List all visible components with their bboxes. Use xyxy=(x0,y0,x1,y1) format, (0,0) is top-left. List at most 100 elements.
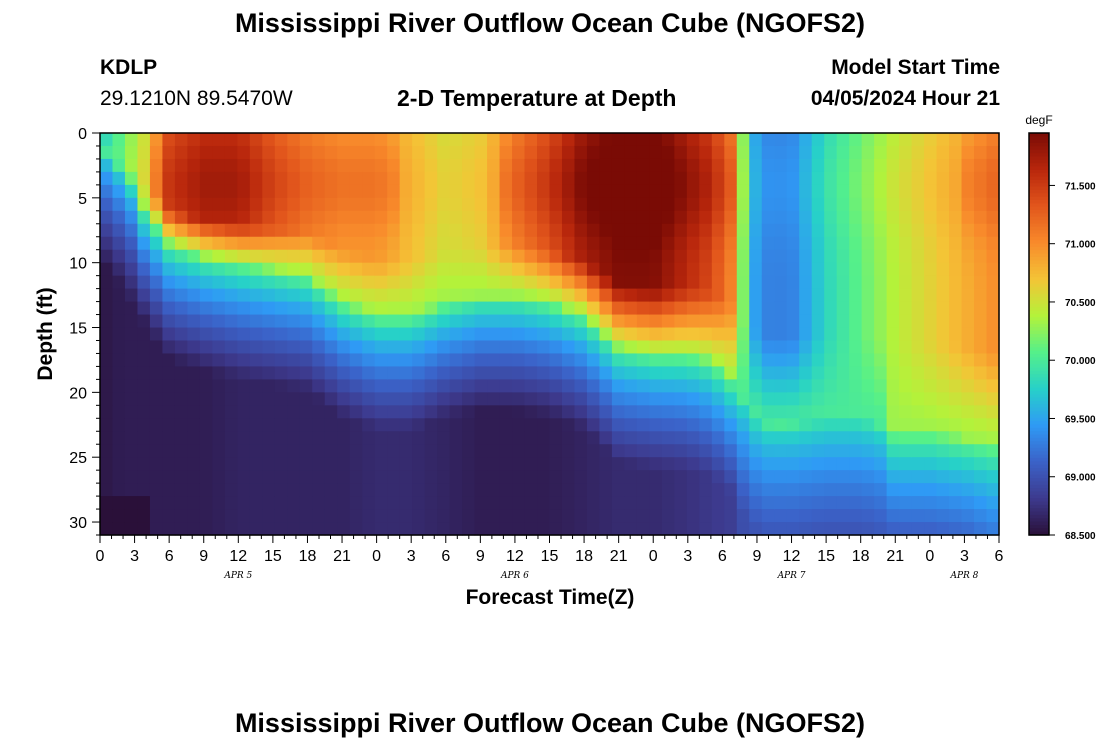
heatmap-cell xyxy=(499,275,513,290)
heatmap-cell xyxy=(549,379,563,393)
heatmap-cell xyxy=(549,236,563,251)
heatmap-cell xyxy=(512,366,526,380)
heatmap-cell xyxy=(886,496,900,510)
heatmap-cell xyxy=(949,327,963,342)
heatmap-cell xyxy=(462,171,476,186)
heatmap-cell xyxy=(986,327,1000,342)
heatmap-cell xyxy=(899,223,913,238)
heatmap-cell xyxy=(224,509,238,523)
heatmap-cell xyxy=(824,314,838,329)
heatmap-cell xyxy=(886,171,900,186)
heatmap-cell xyxy=(287,210,301,225)
heatmap-cell xyxy=(449,133,463,147)
heatmap-cell xyxy=(412,275,426,290)
heatmap-cell xyxy=(187,366,201,380)
heatmap-cell xyxy=(849,314,863,329)
heatmap-cell xyxy=(474,418,488,432)
heatmap-cell xyxy=(474,509,488,523)
heatmap-cell xyxy=(100,366,114,380)
heatmap-cell xyxy=(599,210,613,225)
x-tick-label: 18 xyxy=(852,548,870,565)
heatmap-cell xyxy=(624,522,638,536)
heatmap-cell xyxy=(287,470,301,484)
heatmap-cell xyxy=(474,171,488,186)
heatmap-cell xyxy=(474,133,488,147)
heatmap-cell xyxy=(337,496,351,510)
heatmap-cell xyxy=(274,405,288,419)
heatmap-cell xyxy=(387,171,401,186)
heatmap-cell xyxy=(599,509,613,523)
colorbar-tick-label: 71.000 xyxy=(1065,240,1096,251)
heatmap-cell xyxy=(724,314,738,329)
heatmap-cell xyxy=(324,301,338,316)
heatmap-cell xyxy=(661,210,675,225)
heatmap-cell xyxy=(224,340,238,355)
heatmap-cell xyxy=(624,171,638,186)
heatmap-cell xyxy=(487,392,501,406)
heatmap-cell xyxy=(749,496,763,510)
heatmap-cell xyxy=(711,236,725,251)
heatmap-cell xyxy=(112,158,126,173)
colorbar-segment xyxy=(1029,253,1049,258)
heatmap-cell xyxy=(100,133,114,147)
heatmap-cell xyxy=(724,288,738,303)
heatmap-cell xyxy=(861,249,875,264)
x-tick-label: 12 xyxy=(229,548,247,565)
heatmap-cell xyxy=(811,496,825,510)
heatmap-cell xyxy=(174,470,189,484)
heatmap-cell xyxy=(924,353,938,368)
heatmap-cell xyxy=(449,366,463,380)
heatmap-cell xyxy=(112,301,126,316)
heatmap-cell xyxy=(649,405,663,419)
heatmap-cell xyxy=(561,392,576,406)
heatmap-cell xyxy=(874,158,888,173)
heatmap-cell xyxy=(799,210,813,225)
heatmap-cell xyxy=(437,509,451,523)
heatmap-cell xyxy=(661,392,675,406)
heatmap-cell xyxy=(412,158,426,173)
heatmap-cell xyxy=(137,210,151,225)
colorbar-segment xyxy=(1029,521,1049,526)
heatmap-cell xyxy=(586,288,601,303)
heatmap-cell xyxy=(474,145,488,160)
heatmap-cell xyxy=(574,431,588,445)
heatmap-cell xyxy=(299,418,313,432)
heatmap-cell xyxy=(387,340,401,355)
heatmap-cell xyxy=(736,457,750,471)
heatmap-cell xyxy=(574,509,588,523)
heatmap-cell xyxy=(100,444,114,458)
heatmap-cell xyxy=(911,133,925,147)
heatmap-cell xyxy=(349,470,363,484)
heatmap-cell xyxy=(761,470,775,484)
heatmap-cell xyxy=(924,236,938,251)
heatmap-cell xyxy=(162,158,176,173)
colorbar-segment xyxy=(1029,474,1049,479)
heatmap-cell xyxy=(636,509,650,523)
heatmap-cell xyxy=(362,249,376,264)
heatmap-cell xyxy=(324,171,338,186)
heatmap-cell xyxy=(986,379,1000,393)
heatmap-cell xyxy=(100,353,114,368)
heatmap-cell xyxy=(362,496,376,510)
heatmap-cell xyxy=(412,509,426,523)
heatmap-cell xyxy=(599,353,613,368)
colorbar-segment xyxy=(1029,494,1049,499)
colorbar-segment xyxy=(1029,317,1049,322)
heatmap-cell xyxy=(374,327,388,342)
heatmap-cell xyxy=(811,301,825,316)
heatmap-cell xyxy=(337,457,351,471)
heatmap-cell xyxy=(462,158,476,173)
heatmap-cell xyxy=(936,223,950,238)
x-tick-label: 12 xyxy=(506,548,524,565)
heatmap-cell xyxy=(512,288,526,303)
heatmap-cell xyxy=(561,444,576,458)
heatmap-cell xyxy=(524,379,538,393)
heatmap-cell xyxy=(299,314,313,329)
heatmap-cell xyxy=(374,353,388,368)
heatmap-cell xyxy=(799,496,813,510)
heatmap-cell xyxy=(287,483,301,497)
heatmap-cell xyxy=(649,379,663,393)
heatmap-cell xyxy=(237,184,251,199)
colorbar-segment xyxy=(1029,370,1049,375)
heatmap-cell xyxy=(112,197,126,212)
